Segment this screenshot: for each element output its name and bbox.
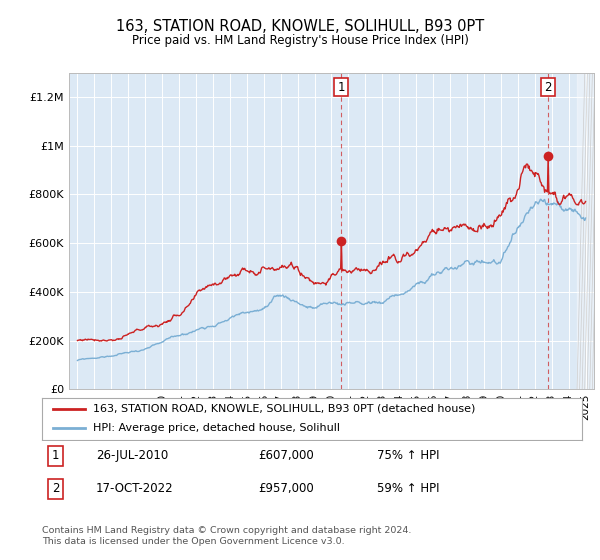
Text: 75% ↑ HPI: 75% ↑ HPI [377, 450, 439, 463]
Text: 26-JUL-2010: 26-JUL-2010 [96, 450, 168, 463]
Text: 163, STATION ROAD, KNOWLE, SOLIHULL, B93 0PT (detached house): 163, STATION ROAD, KNOWLE, SOLIHULL, B93… [94, 404, 476, 414]
Text: 59% ↑ HPI: 59% ↑ HPI [377, 483, 439, 496]
Text: 2: 2 [544, 81, 552, 94]
Text: £607,000: £607,000 [258, 450, 314, 463]
Text: Price paid vs. HM Land Registry's House Price Index (HPI): Price paid vs. HM Land Registry's House … [131, 34, 469, 46]
Text: 2: 2 [52, 483, 59, 496]
Bar [577, 73, 599, 389]
Text: 163, STATION ROAD, KNOWLE, SOLIHULL, B93 0PT: 163, STATION ROAD, KNOWLE, SOLIHULL, B93… [116, 19, 484, 34]
Text: 1: 1 [52, 450, 59, 463]
Text: £957,000: £957,000 [258, 483, 314, 496]
Text: 17-OCT-2022: 17-OCT-2022 [96, 483, 173, 496]
Text: Contains HM Land Registry data © Crown copyright and database right 2024.
This d: Contains HM Land Registry data © Crown c… [42, 526, 412, 546]
Text: HPI: Average price, detached house, Solihull: HPI: Average price, detached house, Soli… [94, 423, 340, 433]
Text: 1: 1 [337, 81, 345, 94]
